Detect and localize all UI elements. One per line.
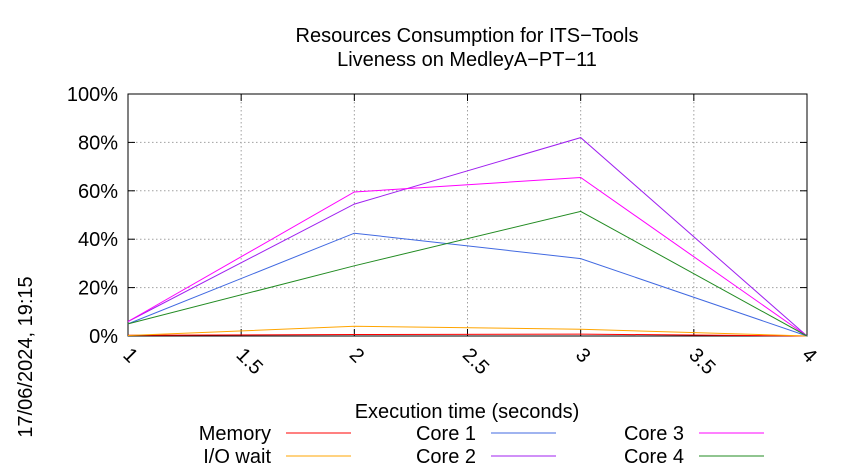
x-tick-label: 4 bbox=[797, 344, 820, 367]
y-tick-label: 80% bbox=[78, 132, 118, 154]
legend-label-core-3: Core 3 bbox=[624, 423, 684, 445]
series-line-memory bbox=[127, 333, 808, 337]
legend-label-memory: Memory bbox=[199, 423, 271, 445]
chart-title: Resources Consumption for ITS−Tools bbox=[296, 25, 639, 47]
series-line-core-4 bbox=[127, 210, 808, 337]
x-tick-label: 1 bbox=[118, 344, 141, 367]
x-tick-label: 1.5 bbox=[232, 344, 267, 379]
y-tick-label: 100% bbox=[67, 84, 118, 106]
series-line-core-1 bbox=[127, 232, 808, 337]
y-tick-label: 40% bbox=[78, 229, 118, 251]
x-tick-label: 2 bbox=[345, 344, 368, 367]
x-tick-label: 2.5 bbox=[458, 344, 493, 379]
legend-label-i-o-wait: I/O wait bbox=[203, 446, 271, 468]
series bbox=[127, 137, 808, 337]
series-line-core-3 bbox=[127, 176, 808, 337]
x-axis-label: Execution time (seconds) bbox=[355, 401, 580, 423]
series-line-i-o-wait bbox=[127, 325, 808, 337]
x-tick-label: 3 bbox=[571, 344, 594, 367]
legend-label-core-2: Core 2 bbox=[416, 446, 476, 468]
legend-label-core-1: Core 1 bbox=[416, 423, 476, 445]
grid bbox=[128, 94, 807, 336]
legend-label-core-4: Core 4 bbox=[624, 446, 684, 468]
x-tick-label: 3.5 bbox=[684, 344, 719, 379]
y-tick-label: 20% bbox=[78, 278, 118, 300]
series-line-core-2 bbox=[127, 137, 808, 337]
y-tick-label: 0% bbox=[89, 326, 118, 348]
timestamp-label: 17/06/2024, 19:15 bbox=[15, 276, 37, 437]
y-tick-label: 60% bbox=[78, 181, 118, 203]
chart-subtitle: Liveness on MedleyA−PT−11 bbox=[337, 49, 597, 71]
